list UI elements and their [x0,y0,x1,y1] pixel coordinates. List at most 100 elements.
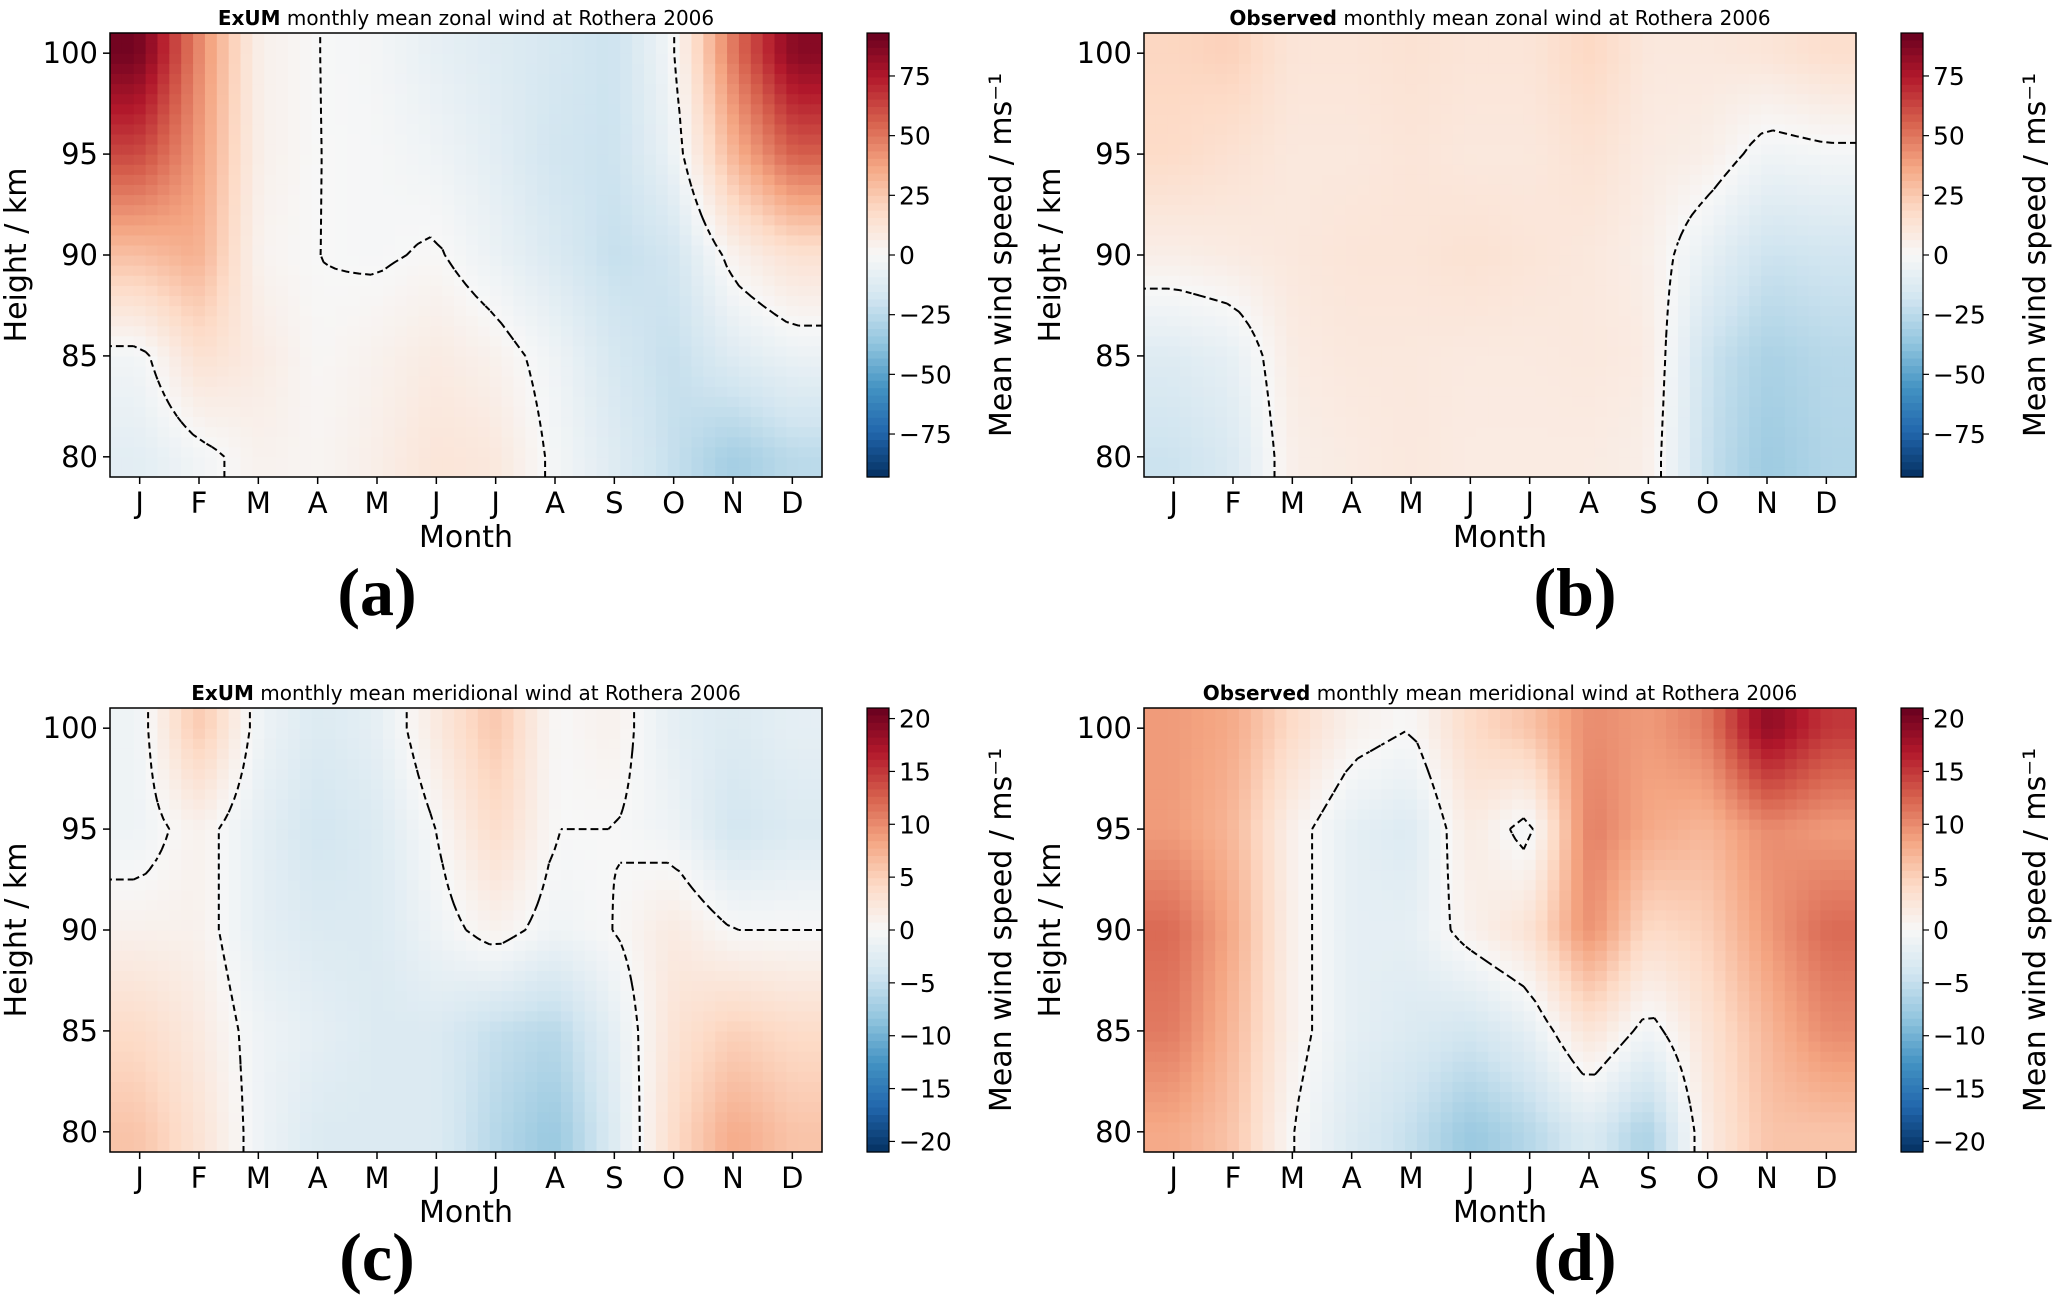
heatmap-cell [276,214,289,226]
heatmap-cell [667,366,681,377]
heatmap-cell [418,416,431,428]
heatmap-cell [1654,164,1667,175]
heatmap-cell [382,366,396,377]
heatmap-cell [1155,103,1169,115]
heatmap-cell [133,164,147,175]
heatmap-cell [1832,446,1845,458]
heatmap-cell [501,244,515,256]
heatmap-cell [121,174,135,185]
heatmap-cell [276,295,289,307]
heatmap-cell [715,436,728,448]
heatmap-cell [644,335,657,347]
heatmap-cell [1737,456,1750,468]
heatmap-cell [489,194,503,206]
heatmap-cell [1357,255,1371,266]
heatmap-cell [1227,194,1240,206]
colorbar-segment [867,181,889,189]
heatmap-cell [1654,386,1667,397]
heatmap-cell [513,33,526,44]
heatmap-cell [1594,386,1608,397]
heatmap-cell [1179,113,1193,125]
heatmap-cell [1523,376,1537,387]
heatmap-cell [1737,295,1750,307]
heatmap-cell [1238,285,1252,296]
heatmap-cell [121,376,135,387]
heatmap-cell [1333,355,1347,367]
heatmap-cell [169,335,182,347]
heatmap-cell [703,103,716,115]
colorbar-segment [867,440,889,448]
heatmap-cell [133,366,147,377]
heatmap-cell [1381,244,1394,256]
heatmap-cell [145,83,159,95]
heatmap-cell [584,446,598,458]
heatmap-cell [347,345,360,357]
heatmap-cell [276,446,289,458]
heatmap-cell [252,133,265,145]
heatmap-cell [715,234,728,246]
heatmap-cell [1203,113,1216,125]
heatmap-cell [276,33,289,44]
heatmap-cell [810,466,823,478]
heatmap-cell [584,345,598,357]
heatmap-cell [1452,426,1465,438]
heatmap-cell [157,325,170,337]
heatmap-cell [632,53,645,64]
heatmap-cell [442,53,455,64]
heatmap-cell [252,275,265,286]
heatmap-cell [1203,234,1216,246]
heatmap-cell [323,426,337,438]
heatmap-cell [1476,335,1489,347]
heatmap-cell [454,43,467,54]
heatmap-cell [1203,244,1216,256]
heatmap-cell [537,446,550,458]
heatmap-cell [1476,103,1489,115]
heatmap-cell [1298,204,1311,216]
heatmap-cell [1784,244,1798,256]
heatmap-cell [299,154,313,165]
heatmap-cell [1476,204,1489,216]
heatmap-cell [382,355,396,367]
heatmap-cell [157,63,170,74]
heatmap-cell [1761,144,1774,155]
heatmap-cell [738,53,752,64]
heatmap-cell [169,416,182,428]
heatmap-cell [1761,123,1774,135]
heatmap-cell [1322,305,1335,317]
heatmap-cell [1500,416,1513,428]
heatmap-cell [1428,406,1442,418]
heatmap-cell [406,154,420,165]
heatmap-cell [1630,335,1643,347]
heatmap-cell [1381,335,1394,347]
heatmap-cell [525,325,538,337]
heatmap-cell [1547,265,1560,276]
heatmap-cell [774,255,787,266]
heatmap-cell [1737,285,1750,296]
heatmap-cell [1618,184,1632,196]
heatmap-cell [1274,174,1287,185]
heatmap-cell [216,103,230,115]
heatmap-cell [584,325,598,337]
heatmap-cell [1713,174,1727,185]
heatmap-cell [382,113,396,125]
heatmap-cell [1428,174,1442,185]
heatmap-cell [110,154,123,165]
heatmap-cell [1250,416,1264,428]
heatmap-cell [750,295,764,307]
heatmap-cell [1262,456,1276,468]
heatmap-cell [371,184,384,196]
heatmap-cell [560,355,574,367]
heatmap-cell [288,396,301,407]
heatmap-cell [1405,376,1418,387]
heatmap-cell [264,33,277,44]
heatmap-cell [727,446,740,458]
heatmap-cell [1606,386,1620,397]
heatmap-cell [762,174,776,185]
heatmap-cell [442,93,455,105]
heatmap-cell [216,204,230,216]
heatmap-cell [667,133,681,145]
heatmap-cell [216,325,230,337]
heatmap-cell [1772,234,1786,246]
heatmap-cell [1238,234,1252,246]
heatmap-cell [1167,376,1181,387]
